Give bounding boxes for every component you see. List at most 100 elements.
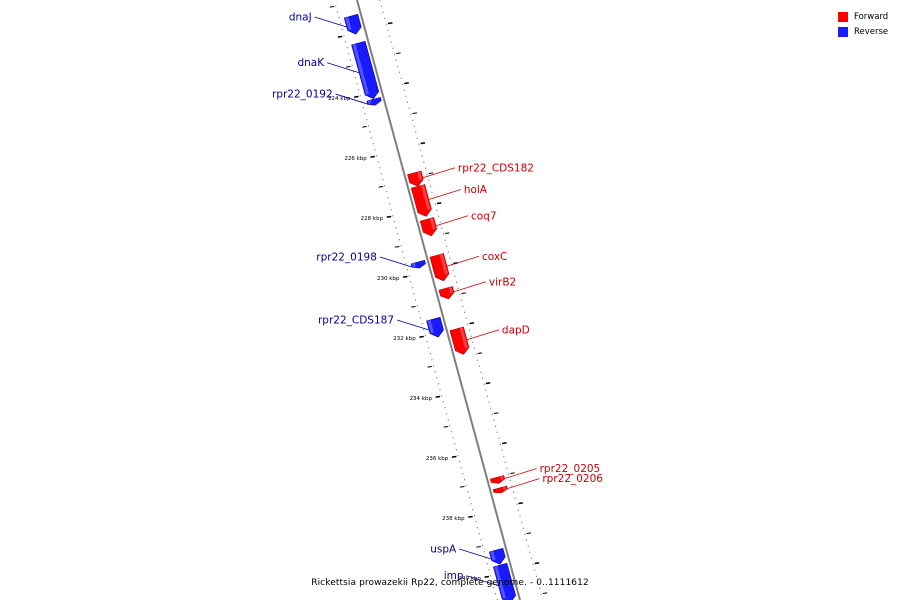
minor-tick-dot <box>423 161 425 163</box>
minor-tick-dot <box>411 287 413 289</box>
minor-tick-dot <box>470 335 472 337</box>
major-tick <box>362 125 367 128</box>
major-tick <box>484 575 490 578</box>
gene-label-leader <box>327 62 360 74</box>
minor-tick-dot <box>534 569 536 571</box>
minor-tick-dot <box>390 41 392 43</box>
minor-tick-dot <box>429 185 431 187</box>
minor-tick-dot <box>517 509 519 511</box>
minor-tick-dot <box>477 527 479 529</box>
minor-tick-dot <box>415 299 417 301</box>
minor-tick-dot <box>439 221 441 223</box>
minor-tick-dot <box>450 431 452 433</box>
minor-tick-dot <box>402 83 404 85</box>
major-tick <box>394 245 400 248</box>
minor-tick-dot <box>478 365 480 367</box>
gene-arrow-highlight <box>417 171 423 181</box>
minor-tick-dot <box>442 401 444 403</box>
minor-tick-dot <box>408 107 410 109</box>
minor-tick-dot <box>480 539 482 541</box>
gene-arrow-rpr22_0198 <box>410 259 426 269</box>
minor-tick-dot <box>511 485 513 487</box>
gene-arrow-body <box>410 259 426 269</box>
minor-tick-dot <box>499 443 501 445</box>
tick-label: 226 kbp <box>344 156 367 162</box>
major-tick <box>476 545 481 548</box>
gene-arrow-body <box>493 562 516 600</box>
minor-tick-dot <box>406 269 408 271</box>
tick-label: 240 kbp <box>458 576 481 582</box>
minor-tick-dot <box>449 425 451 427</box>
gene-arrow-highlight <box>490 550 496 561</box>
minor-tick-dot <box>398 239 400 241</box>
gene-label-rpr22_0205: rpr22_0205 <box>540 463 601 475</box>
gene-label-leader <box>379 256 413 268</box>
minor-tick-dot <box>526 539 528 541</box>
minor-tick-dot <box>529 551 531 553</box>
minor-tick-dot <box>468 497 470 499</box>
minor-tick-dot <box>472 341 474 343</box>
minor-tick-dot <box>540 593 542 595</box>
minor-tick-dot <box>464 311 466 313</box>
minor-tick-dot <box>420 149 422 151</box>
minor-tick-dot <box>374 149 376 151</box>
gene-arrow-body <box>343 13 362 35</box>
minor-tick-dot <box>345 41 347 43</box>
minor-tick-dot <box>495 593 497 595</box>
gene-label-leader <box>335 93 368 105</box>
gene-label-rpr22_0206: rpr22_0206 <box>542 473 603 485</box>
minor-tick-dot <box>362 107 364 109</box>
minor-tick-dot <box>380 5 382 7</box>
gene-arrow-body <box>429 253 450 282</box>
minor-tick-dot <box>384 185 386 187</box>
minor-tick-dot <box>418 143 420 145</box>
minor-tick-dot <box>454 443 456 445</box>
minor-tick-dot <box>481 545 483 547</box>
minor-tick-dot <box>343 35 345 37</box>
minor-tick-dot <box>400 245 402 247</box>
major-tick <box>445 232 450 235</box>
minor-tick-dot <box>509 479 511 481</box>
minor-tick-dot <box>407 101 409 103</box>
minor-tick-dot <box>424 335 426 337</box>
gene-label-rpr22_0192: rpr22_0192 <box>272 89 333 101</box>
tick-label: 230 kbp <box>377 276 400 282</box>
minor-tick-dot <box>377 161 379 163</box>
gene-label-leader <box>507 478 540 489</box>
minor-tick-dot <box>439 389 441 391</box>
minor-tick-dot <box>395 227 397 229</box>
gene-arrow-highlight <box>439 253 448 275</box>
major-tick <box>411 305 416 308</box>
major-tick <box>428 172 434 175</box>
minor-tick-dot <box>477 359 479 361</box>
major-tick <box>468 515 473 518</box>
gene-arrow-virB2 <box>438 286 455 300</box>
minor-tick-dot <box>454 275 456 277</box>
minor-tick-dot <box>501 449 503 451</box>
minor-tick-dot <box>428 179 430 181</box>
gene-arrow-body <box>492 485 508 494</box>
minor-tick-dot <box>483 383 485 385</box>
minor-tick-dot <box>385 23 387 25</box>
minor-tick-dot <box>379 0 381 1</box>
tick-label: 232 kbp <box>393 336 416 342</box>
major-tick <box>460 485 465 488</box>
minor-tick-dot <box>514 497 516 499</box>
minor-tick-dot <box>434 203 436 205</box>
minor-tick-dot <box>380 173 382 175</box>
minor-tick-dot <box>472 509 474 511</box>
minor-tick-dot <box>437 383 439 385</box>
minor-tick-dot <box>408 275 410 277</box>
tick-label: 236 kbp <box>426 456 449 462</box>
gene-arrow-body <box>366 97 382 106</box>
gene-label-leader <box>453 281 487 293</box>
minor-tick-dot <box>428 347 430 349</box>
gene-label-leader <box>466 575 499 587</box>
minor-tick-dot <box>413 293 415 295</box>
minor-tick-dot <box>486 395 488 397</box>
gene-arrow-dnaJ <box>343 13 362 35</box>
minor-tick-dot <box>491 413 493 415</box>
minor-tick-dot <box>348 53 350 55</box>
minor-tick-dot <box>473 515 475 517</box>
minor-tick-dot <box>513 491 515 493</box>
